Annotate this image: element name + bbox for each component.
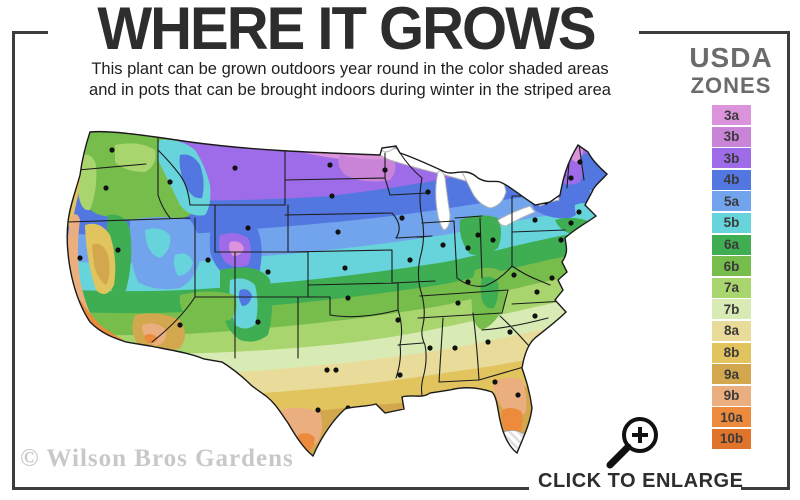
subtitle: This plant can be grown outdoors year ro…	[55, 59, 645, 101]
legend-swatch-3b: 3b	[712, 148, 751, 169]
legend-swatch-6a: 6a	[712, 234, 751, 255]
legend-swatch-7b: 7b	[712, 299, 751, 320]
legend-swatch-6b: 6b	[712, 256, 751, 277]
legend-swatch-7a: 7a	[712, 277, 751, 298]
legend-swatch-10a: 10a	[712, 407, 751, 428]
frame-line	[741, 487, 790, 490]
state-borders	[67, 133, 585, 401]
usda-zone-legend: 3a 3b 3b 4b 5a 5b 6a 6b 7a 7b 8a 8b 9a 9b 10a 10b	[712, 105, 751, 451]
usda-zone-map[interactable]	[30, 120, 620, 460]
legend-swatch-8b: 8b	[712, 342, 751, 363]
subtitle-line-1: This plant can be grown outdoors year ro…	[91, 60, 609, 78]
frame-line	[639, 31, 790, 34]
legend-swatch-9a: 9a	[712, 364, 751, 385]
click-to-enlarge-button[interactable]: CLICK TO ENLARGE	[538, 470, 744, 492]
frame-line	[12, 31, 15, 490]
legend-swatch-10b: 10b	[712, 428, 751, 449]
legend-title: USDA ZONES	[672, 44, 790, 97]
legend-swatch-8a: 8a	[712, 320, 751, 341]
legend-swatch-5b: 5b	[712, 212, 751, 233]
watermark: © Wilson Bros Gardens	[20, 445, 294, 472]
us-outline	[66, 130, 608, 458]
subtitle-line-2: and in pots that can be brought indoors …	[89, 81, 611, 100]
frame-line	[12, 487, 529, 490]
legend-title-line-2: ZONES	[690, 73, 772, 98]
magnifier-plus-icon[interactable]	[600, 410, 664, 474]
legend-title-line-1: USDA	[689, 42, 773, 73]
legend-swatch-4b: 4b	[712, 169, 751, 190]
frame-line	[787, 31, 790, 490]
legend-swatch-5a: 5a	[712, 191, 751, 212]
legend-swatch-3b: 3b	[712, 126, 751, 147]
page-title: WHERE IT GROWS	[97, 0, 596, 63]
us-map-svg	[66, 130, 608, 458]
frame-line	[12, 31, 48, 34]
legend-swatch-9b: 9b	[712, 385, 751, 406]
city-dots	[77, 147, 583, 445]
legend-swatch-3a: 3a	[712, 105, 751, 125]
